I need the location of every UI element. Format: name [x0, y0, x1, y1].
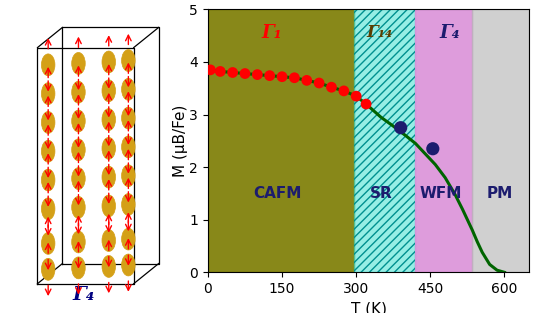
Circle shape — [42, 140, 55, 162]
Circle shape — [102, 80, 116, 102]
Circle shape — [122, 78, 135, 100]
Circle shape — [122, 107, 135, 129]
Circle shape — [102, 137, 116, 159]
Point — [302, 78, 311, 83]
Text: Γ₁: Γ₁ — [262, 24, 282, 42]
Circle shape — [72, 139, 85, 161]
Circle shape — [72, 257, 85, 279]
Circle shape — [72, 110, 85, 132]
Circle shape — [122, 193, 135, 215]
Circle shape — [122, 49, 135, 71]
Point — [278, 74, 286, 79]
Circle shape — [72, 81, 85, 103]
Circle shape — [42, 258, 55, 280]
Circle shape — [42, 169, 55, 191]
Circle shape — [42, 54, 55, 76]
Circle shape — [42, 111, 55, 133]
Bar — [354, 9, 415, 272]
Point — [396, 125, 405, 130]
Point — [340, 88, 348, 93]
Circle shape — [72, 231, 85, 253]
Bar — [354, 9, 415, 272]
Circle shape — [102, 109, 116, 131]
Circle shape — [42, 233, 55, 254]
Circle shape — [72, 53, 85, 74]
Text: CAFM: CAFM — [253, 186, 301, 201]
Point — [216, 69, 225, 74]
Circle shape — [42, 198, 55, 220]
Circle shape — [72, 168, 85, 190]
Point — [228, 70, 237, 75]
Circle shape — [102, 51, 116, 73]
Bar — [415, 9, 472, 272]
Circle shape — [102, 255, 116, 277]
Point — [429, 146, 437, 151]
Point — [253, 72, 262, 77]
Y-axis label: M (μB/Fe): M (μB/Fe) — [173, 105, 188, 177]
X-axis label: T (K): T (K) — [350, 302, 387, 313]
Circle shape — [122, 136, 135, 158]
Bar — [472, 9, 529, 272]
Point — [315, 80, 323, 85]
Point — [327, 85, 336, 90]
Circle shape — [42, 83, 55, 105]
Circle shape — [102, 229, 116, 251]
Point — [362, 101, 370, 106]
Text: PM: PM — [487, 186, 512, 201]
Circle shape — [122, 165, 135, 187]
Point — [352, 94, 361, 99]
Text: Γ₄: Γ₄ — [72, 286, 95, 304]
Bar — [208, 9, 354, 272]
Circle shape — [102, 166, 116, 188]
Point — [206, 67, 215, 72]
Circle shape — [122, 228, 135, 250]
Text: SR: SR — [369, 186, 392, 201]
Text: WFM: WFM — [420, 186, 462, 201]
Text: Γ₄: Γ₄ — [440, 24, 461, 42]
Circle shape — [72, 197, 85, 218]
Point — [241, 71, 249, 76]
Point — [290, 75, 299, 80]
Point — [265, 73, 274, 78]
Circle shape — [122, 254, 135, 276]
Circle shape — [102, 195, 116, 217]
Text: Γ₁₄: Γ₁₄ — [367, 24, 393, 41]
